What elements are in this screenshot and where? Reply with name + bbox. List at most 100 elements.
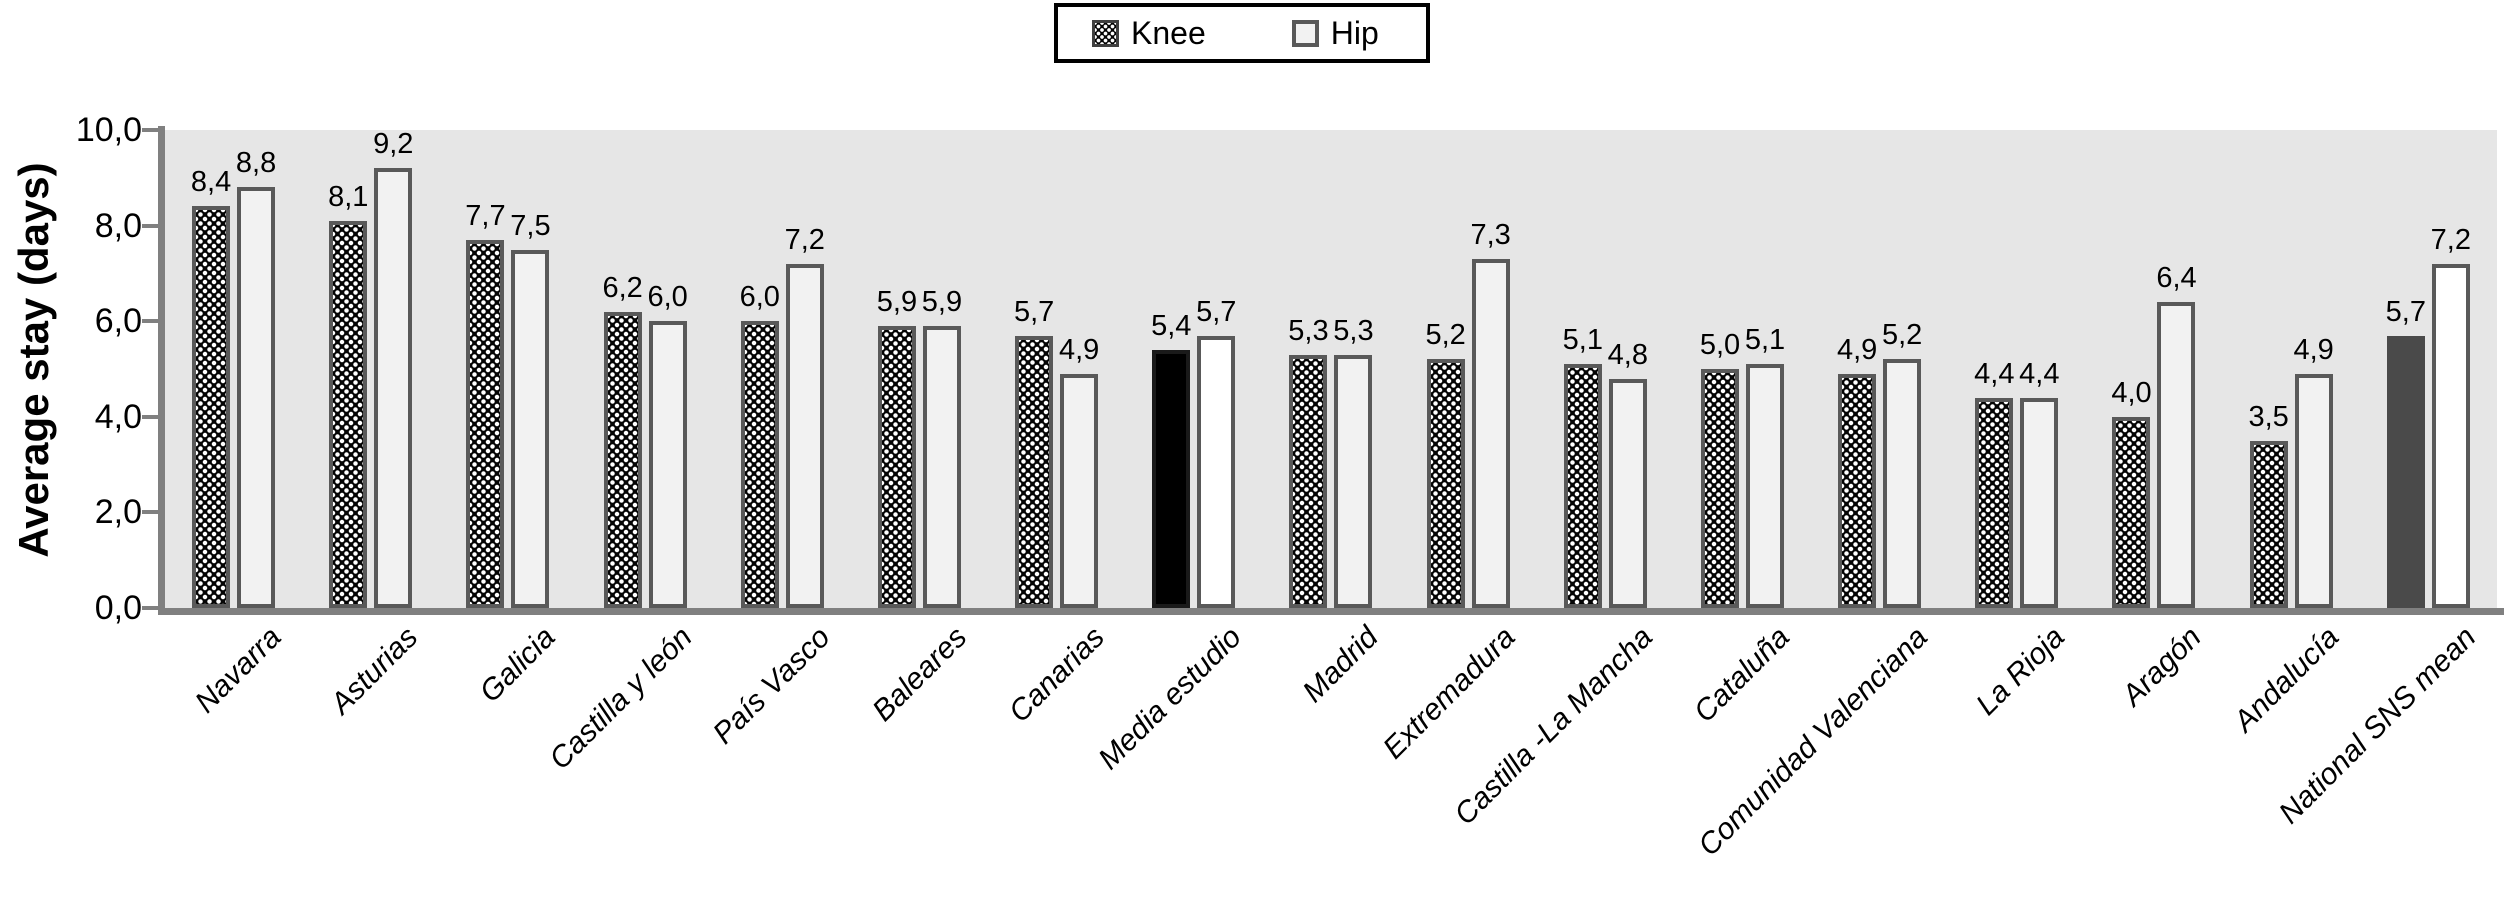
bar-group: 4,4 4,4	[1948, 130, 2085, 608]
hip-bar-column: 9,2	[373, 130, 413, 608]
bar-group: 3,5 4,9	[2223, 130, 2360, 608]
hip-bar-column: 7,5	[510, 130, 551, 608]
hip-bar-column: 5,9	[922, 130, 962, 608]
knee-bar	[1152, 349, 1191, 608]
hip-bar-value-label: 7,5	[510, 209, 551, 242]
y-tick-label: 0,0	[94, 589, 142, 627]
x-axis-category-label: Aragón	[2116, 620, 2208, 713]
hip-bar-column: 6,4	[2156, 130, 2197, 608]
bar-group: 4,9 5,2	[1811, 130, 1948, 608]
hip-bar-value-label: 4,8	[1607, 338, 1648, 371]
y-tick-mark	[142, 510, 158, 515]
knee-bar	[1289, 354, 1328, 608]
knee-bar	[1563, 364, 1602, 608]
hip-bar	[511, 249, 550, 608]
x-axis-category-label: Baleares	[866, 620, 974, 728]
knee-bar-value-label: 6,0	[739, 281, 780, 314]
hip-bar-value-label: 5,7	[1196, 295, 1237, 328]
knee-bar	[1426, 359, 1465, 608]
bar-group: 5,1 4,8	[1537, 130, 1674, 608]
hip-swatch-icon	[1291, 19, 1319, 47]
knee-bar	[192, 206, 231, 608]
knee-bar-column: 5,1	[1562, 130, 1603, 608]
knee-bar-value-label: 8,1	[328, 180, 369, 213]
hip-bar-value-label: 8,8	[235, 147, 277, 180]
hip-bar	[2157, 302, 2196, 608]
knee-bar	[1700, 369, 1739, 608]
hip-bar	[1197, 335, 1236, 608]
knee-bar-value-label: 5,9	[876, 285, 918, 318]
knee-bar-value-label: 5,7	[1013, 295, 1055, 328]
x-axis-category-label: Extremadura	[1377, 620, 1523, 766]
knee-bar-value-label: 5,1	[1562, 324, 1603, 357]
hip-bar-value-label: 6,4	[2156, 262, 2197, 295]
hip-bar	[785, 263, 824, 608]
hip-bar-column: 6,0	[647, 130, 688, 608]
bar-group: 7,7 7,5	[439, 130, 576, 608]
bar-group: 6,0 7,2	[714, 130, 851, 608]
knee-bar	[877, 325, 916, 608]
bar-group: 8,1 9,2	[302, 130, 439, 608]
hip-bar-column: 4,4	[2019, 130, 2059, 608]
y-tick-label: 2,0	[94, 493, 142, 532]
hip-bar-value-label: 7,2	[784, 223, 825, 256]
knee-bar-value-label: 5,7	[2385, 295, 2426, 328]
knee-bar-column: 7,7	[465, 130, 506, 608]
knee-bar-column: 5,3	[1288, 130, 1329, 608]
legend-item-hip: Hip	[1291, 17, 1379, 49]
hip-bar-value-label: 4,9	[1058, 333, 1100, 366]
y-tick-mark	[142, 414, 158, 419]
hip-bar-column: 5,2	[1881, 130, 1923, 608]
legend-item-knee: Knee	[1092, 17, 1206, 49]
hip-bar-value-label: 6,0	[647, 281, 688, 314]
x-axis-category-label: Cataluña	[1688, 620, 1797, 729]
bar-group: 5,7 4,9	[988, 130, 1125, 608]
knee-pattern-swatch-icon	[1092, 19, 1119, 47]
knee-bar-column: 6,2	[602, 130, 643, 608]
x-axis-category-label: Asturias	[324, 620, 425, 721]
knee-bar	[466, 239, 505, 608]
hip-bar	[922, 325, 961, 608]
y-axis-line	[158, 126, 165, 615]
knee-bar	[1015, 335, 1054, 608]
knee-bar-column: 5,2	[1425, 130, 1466, 608]
hip-bar	[648, 321, 687, 608]
knee-bar-column: 4,9	[1837, 130, 1877, 608]
hip-bar	[2294, 373, 2333, 608]
knee-bar-value-label: 5,3	[1288, 314, 1329, 347]
y-tick-label: 10,0	[75, 111, 142, 149]
knee-bar-column: 8,1	[328, 130, 369, 608]
hip-bar	[1471, 259, 1510, 608]
bar-group: 5,2 7,3	[1400, 130, 1537, 608]
knee-bar-value-label: 5,4	[1151, 309, 1192, 342]
knee-bar	[1838, 373, 1877, 608]
knee-bar-column: 5,7	[2385, 130, 2426, 608]
knee-bar	[1975, 397, 2014, 608]
legend: Knee Hip	[1054, 3, 1430, 63]
y-tick-label: 4,0	[94, 397, 142, 436]
hip-bar	[237, 187, 276, 608]
knee-bar-column: 3,5	[2249, 130, 2289, 608]
knee-bar-column: 5,4	[1151, 130, 1192, 608]
hip-bar-value-label: 5,3	[1333, 314, 1374, 347]
bar-group: 4,0 6,4	[2085, 130, 2222, 608]
hip-bar-column: 4,9	[1058, 130, 1100, 608]
hip-bar-column: 4,9	[2294, 130, 2334, 608]
plot-groups: 8,4 8,8 8,1 9,2 7,7 7,5 6,2 6,0 6,0 7,2 5,9 5,9 5,7 4…	[165, 130, 2497, 608]
bar-group: 5,3 5,3	[1262, 130, 1399, 608]
hip-bar	[374, 168, 413, 608]
hip-bar-value-label: 5,2	[1881, 319, 1923, 352]
x-axis-labels: Navarra Asturias Galicia Castilla y león Paí…	[165, 620, 2497, 911]
knee-bar-value-label: 4,4	[1974, 357, 2015, 390]
legend-label-knee: Knee	[1131, 15, 1206, 51]
hip-bar	[2020, 397, 2059, 608]
bar-group: 8,4 8,8	[165, 130, 302, 608]
x-axis-category-label: Madrid	[1296, 620, 1385, 709]
hip-bar-column: 4,8	[1607, 130, 1648, 608]
knee-bar-value-label: 5,2	[1425, 319, 1466, 352]
hip-bar-value-label: 5,1	[1744, 324, 1786, 357]
knee-bar-column: 5,7	[1013, 130, 1055, 608]
x-axis-category-label: Castilla y león	[543, 620, 700, 776]
knee-bar-column: 8,4	[191, 130, 231, 608]
hip-bar-column: 5,1	[1744, 130, 1786, 608]
